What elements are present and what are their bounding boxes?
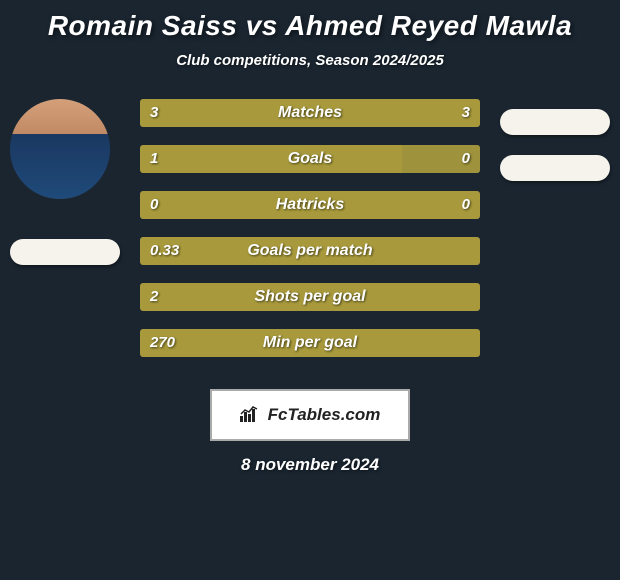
stat-row: 2Shots per goal xyxy=(140,283,480,311)
stat-row: 0 0Hattricks xyxy=(140,191,480,219)
player-right-name-pill-1 xyxy=(500,109,610,135)
stat-value-right: 3 xyxy=(462,99,470,127)
stat-bar-track: 10Goals xyxy=(140,145,480,173)
stat-bar-track: 2Shots per goal xyxy=(140,283,480,311)
chart-area: 33Matches10Goals00Hattricks0.33Goals per… xyxy=(0,99,620,379)
stat-value-right: 0 xyxy=(462,145,470,173)
stat-value-left: 3 xyxy=(150,99,158,127)
date: 8 november 2024 xyxy=(0,455,620,475)
stat-bar-track: 3 3Matches xyxy=(140,99,480,127)
comparison-infographic: Romain Saiss vs Ahmed Reyed Mawla Club c… xyxy=(0,0,620,580)
stat-bar-track: 270Min per goal xyxy=(140,329,480,357)
stat-bar-track: 0.33Goals per match xyxy=(140,237,480,265)
brand-icon xyxy=(240,404,262,427)
stat-row: 270Min per goal xyxy=(140,329,480,357)
player-right-name-pill-2 xyxy=(500,155,610,181)
stat-label: Goals per match xyxy=(140,237,480,265)
brand-text: FcTables.com xyxy=(268,405,381,425)
stat-value-right: 0 xyxy=(462,191,470,219)
brand-box: FcTables.com xyxy=(210,389,410,441)
stat-label: Hattricks xyxy=(140,191,480,219)
subtitle: Club competitions, Season 2024/2025 xyxy=(0,52,620,69)
stat-row: 10Goals xyxy=(140,145,480,173)
player-left-name-pill xyxy=(10,239,120,265)
stat-value-left: 270 xyxy=(150,329,175,357)
player-left-photo xyxy=(10,99,110,199)
stat-value-left: 2 xyxy=(150,283,158,311)
stat-bars: 33Matches10Goals00Hattricks0.33Goals per… xyxy=(140,99,480,375)
avatar-placeholder xyxy=(10,99,110,199)
stat-value-left: 0.33 xyxy=(150,237,179,265)
stat-row: 0.33Goals per match xyxy=(140,237,480,265)
player-right xyxy=(500,99,610,181)
page-title: Romain Saiss vs Ahmed Reyed Mawla xyxy=(0,10,620,42)
stat-label: Shots per goal xyxy=(140,283,480,311)
stat-bar-track: 0 0Hattricks xyxy=(140,191,480,219)
player-left xyxy=(10,99,120,265)
stat-row: 3 3Matches xyxy=(140,99,480,127)
stat-value-left: 0 xyxy=(150,191,158,219)
stat-value-left: 1 xyxy=(150,145,158,173)
stat-label: Min per goal xyxy=(140,329,480,357)
stat-label: Matches xyxy=(140,99,480,127)
